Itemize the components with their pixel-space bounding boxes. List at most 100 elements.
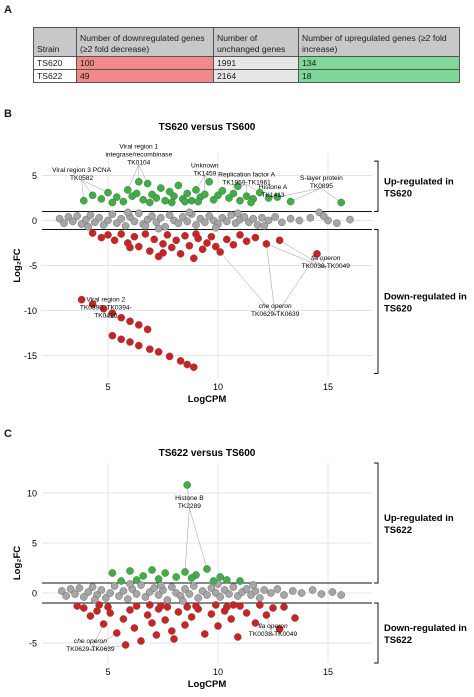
- unchanged-gene-point: [229, 583, 238, 591]
- unchanged-gene-point: [264, 216, 273, 225]
- y-axis-label: Log₂FC: [12, 248, 23, 282]
- down-gene-point: [207, 232, 216, 241]
- up-gene-point: [181, 568, 189, 576]
- up-gene-point: [108, 569, 117, 577]
- up-gene-point: [88, 191, 97, 200]
- annotation-leader: [279, 240, 326, 269]
- unchanged-gene-point: [337, 591, 346, 599]
- annotation-label: Viral region 1 integrase/recombinase TK010…: [105, 144, 172, 167]
- x-tick-label: 10: [213, 667, 223, 677]
- unchanged-gene-point: [84, 223, 92, 231]
- unchanged-gene-point: [295, 216, 304, 225]
- down-gene-point: [174, 608, 183, 616]
- unchanged-gene-point: [163, 596, 172, 604]
- unchanged-gene-point: [71, 590, 79, 598]
- y-tick-label: 0: [32, 589, 37, 599]
- down-gene-point: [255, 601, 264, 609]
- region-label: TS620: [384, 188, 412, 199]
- down-gene-point: [88, 300, 97, 308]
- down-gene-point: [130, 232, 139, 241]
- up-gene-point: [145, 198, 154, 207]
- up-gene-point: [222, 576, 231, 584]
- unchanged-gene-point: [227, 211, 235, 219]
- unchanged-gene-point: [253, 221, 262, 229]
- unchanged-gene-point: [306, 214, 315, 222]
- annotation-leader: [266, 243, 326, 269]
- unchanged-gene-point: [110, 582, 119, 590]
- up-gene-point: [152, 194, 161, 202]
- down-gene-point: [154, 348, 163, 356]
- up-gene-point: [236, 196, 244, 205]
- annotation-line: TK0582: [70, 175, 93, 182]
- unchanged-gene-point: [150, 584, 158, 592]
- down-gene-point: [233, 633, 242, 641]
- down-gene-point: [170, 635, 178, 643]
- annotation-line: Histone A: [259, 184, 288, 191]
- down-gene-point: [227, 615, 235, 623]
- summary-table: Strain Number of downregulated genes (≥2…: [33, 27, 460, 83]
- unchanged-gene-point: [273, 585, 282, 593]
- table-header: Number of upregulated genes (≥2 fold inc…: [298, 27, 460, 57]
- down-gene-point: [80, 604, 88, 612]
- unchanged-gene-point: [216, 593, 224, 601]
- up-gene-point: [117, 577, 125, 585]
- down-gene-point: [172, 236, 180, 245]
- unchanged-gene-point: [242, 585, 251, 593]
- unchanged-gene-point: [233, 209, 242, 218]
- annotation-line: TK0104: [127, 160, 150, 167]
- down-gene-point: [150, 235, 158, 244]
- y-axis-label: Log₂FC: [12, 546, 23, 580]
- up-gene-point: [80, 196, 88, 205]
- down-gene-point: [207, 610, 216, 618]
- annotation-line: Unknown: [191, 163, 219, 170]
- annotation-line: Replication factor A: [218, 172, 275, 179]
- down-gene-point: [229, 240, 238, 249]
- up-gene-point: [132, 576, 141, 584]
- annotation-line: TK0390, TK0394-: [80, 305, 132, 312]
- annotation-label: fla operon TK0038-TK0049: [302, 255, 351, 270]
- down-gene-point: [181, 621, 189, 629]
- unchanged-gene-point: [124, 208, 132, 217]
- down-gene-point: [163, 603, 172, 611]
- unchanged-gene-point: [200, 218, 209, 227]
- up-gene-point: [218, 187, 227, 195]
- y-tick-label: -15: [24, 351, 37, 361]
- down-gene-point: [148, 619, 156, 627]
- down-gene-point: [222, 603, 231, 611]
- unchanged-gene-point: [73, 212, 81, 220]
- down-gene-point: [214, 622, 222, 630]
- unchanged-gene-point: [260, 222, 269, 230]
- unchanged-gene-point: [80, 593, 88, 601]
- unchanged-gene-point: [240, 213, 249, 221]
- down-gene-point: [145, 345, 154, 353]
- unchanged-gene-point: [183, 217, 191, 226]
- annotation-line: TK1459: [193, 171, 216, 178]
- region-label: TS620: [384, 304, 412, 315]
- annotation-label: Replication factor A TK1959-TK1961: [218, 172, 275, 187]
- unchanged-gene-point: [211, 223, 220, 232]
- up-gene-point: [148, 566, 156, 574]
- up-gene-point: [143, 179, 152, 188]
- unchanged-gene-point: [185, 208, 194, 217]
- annotation-line: TK0629-TK0639: [251, 311, 300, 318]
- down-gene-point: [159, 240, 167, 248]
- up-gene-point: [183, 481, 191, 489]
- down-gene-point: [211, 242, 220, 251]
- down-gene-point: [192, 230, 200, 238]
- unchanged-gene-point: [271, 213, 280, 221]
- unchanged-gene-point: [156, 214, 165, 222]
- up-gene-point: [236, 577, 244, 585]
- down-gene-point: [134, 341, 143, 350]
- table-cell: 18: [298, 69, 460, 83]
- annotation-line: Viral region 3 PCNA: [52, 167, 111, 174]
- unchanged-gene-point: [115, 592, 123, 600]
- down-gene-point: [189, 363, 198, 372]
- volcano-plot-ts622: TS622 versus TS600 Histone B TK2289 fla ope…: [12, 448, 467, 690]
- down-gene-point: [200, 630, 209, 638]
- table-cell: 100: [76, 56, 214, 70]
- up-gene-point: [187, 196, 196, 205]
- annotation-line: fla operon: [258, 623, 288, 630]
- down-gene-point: [161, 616, 169, 624]
- down-gene-point: [130, 624, 139, 632]
